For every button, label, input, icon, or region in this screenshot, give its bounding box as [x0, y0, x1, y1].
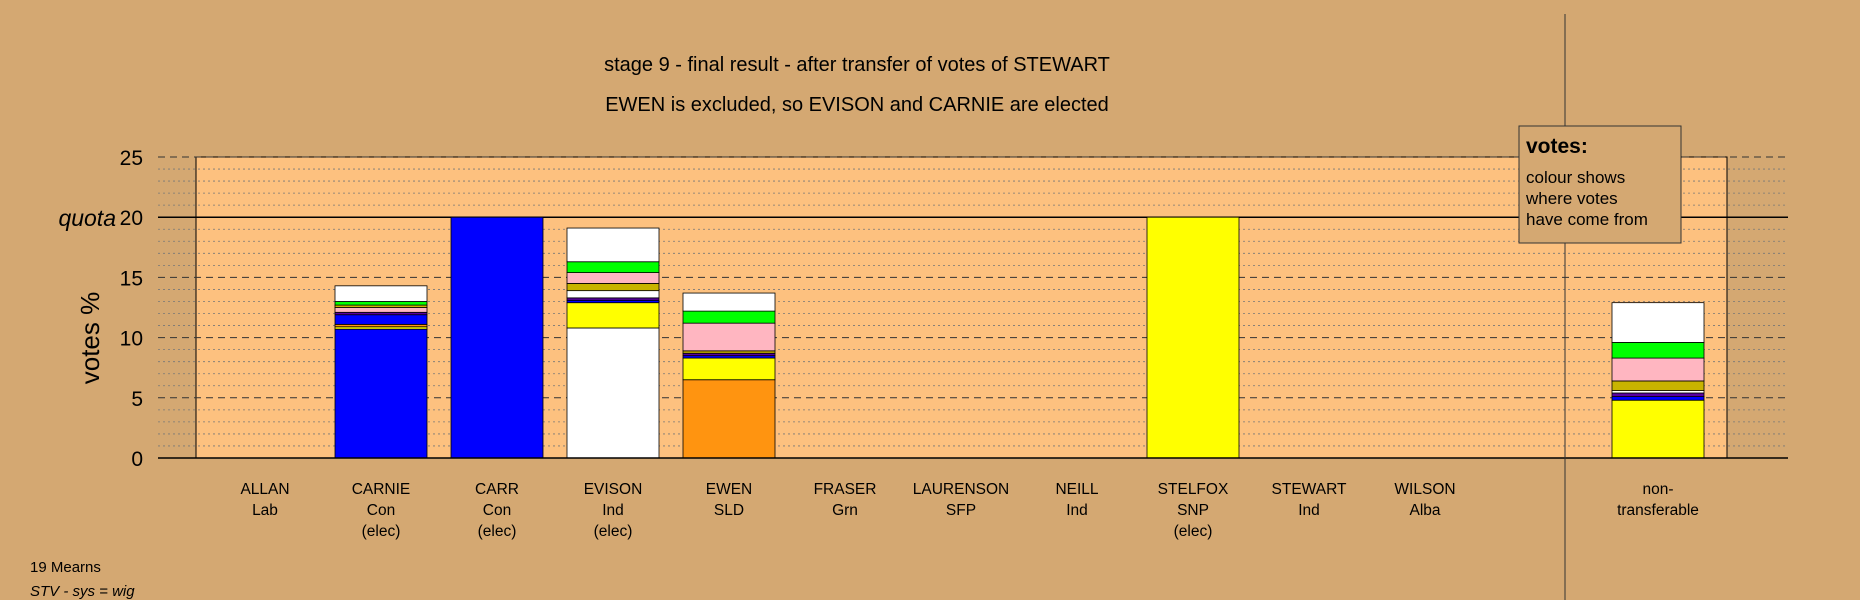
- category-label: STELFOX: [1158, 481, 1229, 498]
- category-label: transferable: [1617, 502, 1699, 519]
- category-label: CARNIE: [352, 481, 411, 498]
- category-label: STEWART: [1272, 481, 1347, 498]
- category-label: CARR: [475, 481, 519, 498]
- bar-segment: [334, 307, 428, 313]
- category-label: Con: [483, 502, 511, 519]
- y-tick-label: 5: [131, 388, 143, 411]
- bar-segment: [334, 301, 428, 306]
- bar-segment: [566, 261, 660, 273]
- bar-segment: [566, 272, 660, 284]
- legend-box: [1518, 125, 1682, 244]
- category-label: (elec): [1174, 523, 1213, 540]
- category-label: EWEN: [706, 481, 753, 498]
- bar-segment: [1611, 380, 1705, 391]
- category-label: (elec): [594, 523, 633, 540]
- legend-line-2: where votes: [1525, 189, 1618, 208]
- bar-segment: [566, 283, 660, 292]
- bar-segment: [682, 357, 776, 381]
- bar-segment: [1611, 396, 1705, 401]
- category-label: SNP: [1177, 502, 1209, 519]
- category-label: Grn: [832, 502, 858, 519]
- category-label: Lab: [252, 502, 278, 519]
- legend-line-3: have come from: [1526, 210, 1648, 229]
- bar-segment: [334, 314, 428, 325]
- quota-label: quota: [58, 205, 116, 231]
- category-label: (elec): [362, 523, 401, 540]
- y-tick-labels: 0 5 10 15 20 25: [120, 147, 143, 471]
- bar-segment: [334, 328, 428, 459]
- category-label: LAURENSON: [913, 481, 1009, 498]
- y-tick-label: 25: [120, 147, 143, 170]
- category-label: Con: [367, 502, 395, 519]
- category-label: Ind: [1298, 502, 1320, 519]
- bar-segment: [566, 327, 660, 459]
- category-label: FRASER: [814, 481, 877, 498]
- bar-segment: [1611, 357, 1705, 382]
- y-tick-label: 0: [131, 448, 143, 471]
- bar-segment: [450, 216, 544, 459]
- bar-segment: [566, 290, 660, 299]
- bar-segment: [1611, 399, 1705, 459]
- legend-title: votes:: [1526, 135, 1588, 158]
- category-label: ALLAN: [240, 481, 289, 498]
- y-tick-label: 10: [120, 328, 143, 351]
- y-tick-label: 20: [120, 207, 143, 230]
- y-axis-label: votes %: [75, 292, 105, 385]
- footer-system: STV - sys = wig: [30, 583, 135, 600]
- bar-segment: [1611, 302, 1705, 343]
- bar-segment: [682, 379, 776, 459]
- bar-segment: [682, 292, 776, 312]
- bar-segment: [334, 285, 428, 302]
- bar-segment: [1611, 342, 1705, 359]
- grid-lines: [158, 156, 1788, 447]
- footer-ward: 19 Mearns: [30, 559, 101, 576]
- bar-segment: [566, 302, 660, 329]
- bar-segment: [682, 310, 776, 324]
- category-labels: ALLAN Lab CARNIE Con (elec) CARR Con (elec) EVIS…: [240, 481, 1698, 540]
- bar-stacks: [334, 216, 1705, 459]
- category-label: EVISON: [584, 481, 643, 498]
- y-tick-label: 15: [120, 267, 143, 290]
- legend-line-1: colour shows: [1526, 168, 1625, 187]
- category-label: SLD: [714, 502, 744, 519]
- chart-subtitle: EWEN is excluded, so EVISON and CARNIE a…: [605, 94, 1109, 116]
- category-label: WILSON: [1394, 481, 1455, 498]
- axes: [158, 14, 1788, 600]
- legend: votes: colour shows where votes have com…: [1518, 125, 1682, 244]
- bar-segment: [566, 227, 660, 263]
- category-label: non-: [1642, 481, 1673, 498]
- category-label: NEILL: [1055, 481, 1098, 498]
- category-label: Ind: [1066, 502, 1088, 519]
- bar-segment: [682, 322, 776, 352]
- category-label: Ind: [602, 502, 624, 519]
- category-label: (elec): [478, 523, 517, 540]
- category-label: SFP: [946, 502, 976, 519]
- bar-segment: [1146, 216, 1240, 459]
- chart-title: stage 9 - final result - after transfer …: [604, 54, 1110, 76]
- bar-segment: [1611, 392, 1705, 397]
- category-label: Alba: [1409, 502, 1440, 519]
